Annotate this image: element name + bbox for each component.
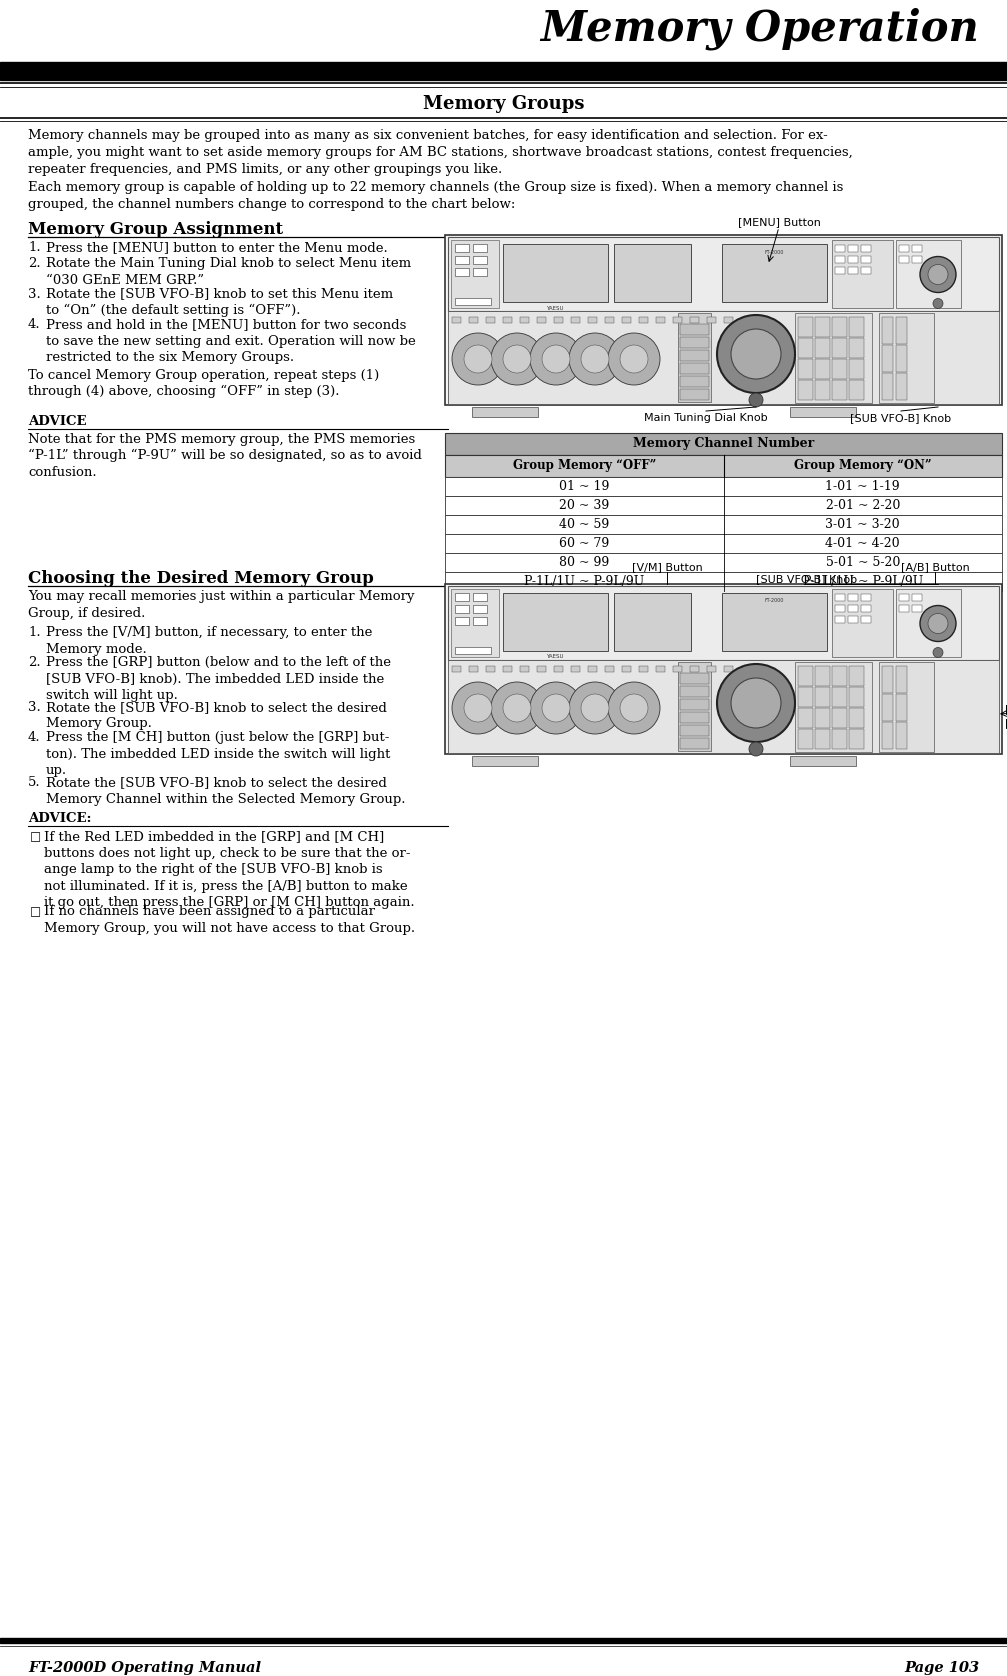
Bar — [848, 266, 858, 273]
Bar — [832, 359, 847, 379]
Bar — [504, 593, 608, 652]
Bar — [724, 317, 733, 323]
Text: [GRP] Button: [GRP] Button — [1005, 704, 1007, 714]
Bar — [448, 660, 999, 753]
Text: Rotate the [SUB VFO-B] knob to set this Menu item
to “On” (the default setting i: Rotate the [SUB VFO-B] knob to set this … — [46, 288, 393, 317]
Text: Rotate the [SUB VFO-B] knob to select the desired
Memory Group.: Rotate the [SUB VFO-B] knob to select th… — [46, 701, 387, 731]
Bar — [832, 339, 847, 359]
Bar — [849, 380, 864, 401]
Bar — [445, 235, 1002, 406]
Circle shape — [608, 334, 660, 385]
Bar — [848, 605, 858, 612]
Text: 2.: 2. — [28, 256, 40, 270]
Bar — [445, 478, 1002, 496]
Text: □: □ — [30, 905, 41, 918]
Bar — [912, 593, 922, 602]
Text: 20 ~ 39: 20 ~ 39 — [559, 499, 609, 511]
Bar — [537, 317, 546, 323]
Circle shape — [464, 345, 492, 374]
Bar — [896, 665, 907, 692]
Bar — [815, 729, 830, 749]
Circle shape — [569, 682, 621, 734]
Bar — [451, 588, 499, 657]
Bar — [741, 317, 750, 323]
Bar — [798, 339, 813, 359]
Bar — [882, 374, 893, 401]
Text: Choosing the Desired Memory Group: Choosing the Desired Memory Group — [28, 570, 374, 587]
Bar — [472, 756, 538, 766]
Bar — [473, 268, 487, 277]
Bar — [912, 605, 922, 612]
Circle shape — [504, 345, 531, 374]
Text: FT-2000D Operating Manual: FT-2000D Operating Manual — [28, 1661, 261, 1674]
Bar — [472, 407, 538, 417]
Bar — [0, 1637, 1007, 1642]
Bar — [680, 389, 709, 401]
Bar — [815, 339, 830, 359]
Circle shape — [452, 682, 504, 734]
Text: □: □ — [30, 830, 41, 843]
Text: P-1L/1U ~ P-9L/9U: P-1L/1U ~ P-9L/9U — [803, 575, 922, 588]
Bar — [554, 667, 563, 672]
Bar — [861, 593, 871, 602]
Text: To cancel Memory Group operation, repeat steps (1)
through (4) above, choosing “: To cancel Memory Group operation, repeat… — [28, 369, 380, 399]
Circle shape — [933, 298, 943, 308]
Bar — [452, 317, 461, 323]
Text: [M CH] Button: [M CH] Button — [1005, 717, 1007, 727]
Bar — [445, 496, 1002, 515]
Bar — [678, 662, 711, 751]
Text: Memory channels may be grouped into as many as six convenient batches, for easy : Memory channels may be grouped into as m… — [28, 129, 853, 176]
Bar — [879, 313, 934, 402]
Bar — [680, 350, 709, 360]
Text: Memory Channel Number: Memory Channel Number — [632, 437, 814, 451]
Bar — [469, 317, 478, 323]
Bar — [473, 256, 487, 265]
Bar — [882, 345, 893, 372]
Text: FT-2000: FT-2000 — [764, 250, 783, 255]
Bar — [452, 667, 461, 672]
Bar — [588, 667, 597, 672]
Bar — [605, 317, 614, 323]
Text: Group Memory “ON”: Group Memory “ON” — [794, 459, 931, 473]
Bar — [448, 312, 999, 404]
Bar — [473, 593, 487, 602]
Circle shape — [581, 694, 609, 722]
Bar — [614, 245, 691, 302]
Bar — [849, 359, 864, 379]
Text: 2-01 ~ 2-20: 2-01 ~ 2-20 — [826, 499, 900, 511]
Bar — [707, 667, 716, 672]
Bar — [835, 593, 845, 602]
Bar — [912, 256, 922, 263]
Text: Page 103: Page 103 — [904, 1661, 979, 1674]
Bar — [798, 665, 813, 685]
Text: P-1L/1U ~ P-9L/9U: P-1L/1U ~ P-9L/9U — [524, 575, 644, 588]
Bar — [835, 605, 845, 612]
Bar — [455, 245, 469, 251]
Bar — [571, 317, 580, 323]
Bar — [673, 667, 682, 672]
Circle shape — [530, 682, 582, 734]
Bar — [798, 359, 813, 379]
Text: If no channels have been assigned to a particular
Memory Group, you will not hav: If no channels have been assigned to a p… — [44, 905, 415, 935]
Bar — [815, 665, 830, 685]
Bar — [445, 432, 1002, 454]
Bar — [882, 722, 893, 749]
Bar — [882, 317, 893, 344]
Bar — [504, 317, 512, 323]
Bar — [690, 317, 699, 323]
Bar — [896, 374, 907, 401]
Bar — [680, 337, 709, 349]
Text: [SUB VFO-B] Knob: [SUB VFO-B] Knob — [851, 412, 952, 422]
Bar — [448, 587, 999, 660]
Bar — [605, 667, 614, 672]
Bar — [455, 617, 469, 625]
Bar — [722, 245, 827, 302]
Bar — [815, 317, 830, 337]
Text: Press the [V/M] button, if necessary, to enter the
Memory mode.: Press the [V/M] button, if necessary, to… — [46, 627, 373, 655]
Text: 80 ~ 99: 80 ~ 99 — [559, 556, 609, 568]
Bar — [504, 667, 512, 672]
Circle shape — [452, 334, 504, 385]
Bar — [899, 605, 909, 612]
Bar — [896, 240, 961, 308]
Text: ADVICE:: ADVICE: — [28, 813, 92, 825]
